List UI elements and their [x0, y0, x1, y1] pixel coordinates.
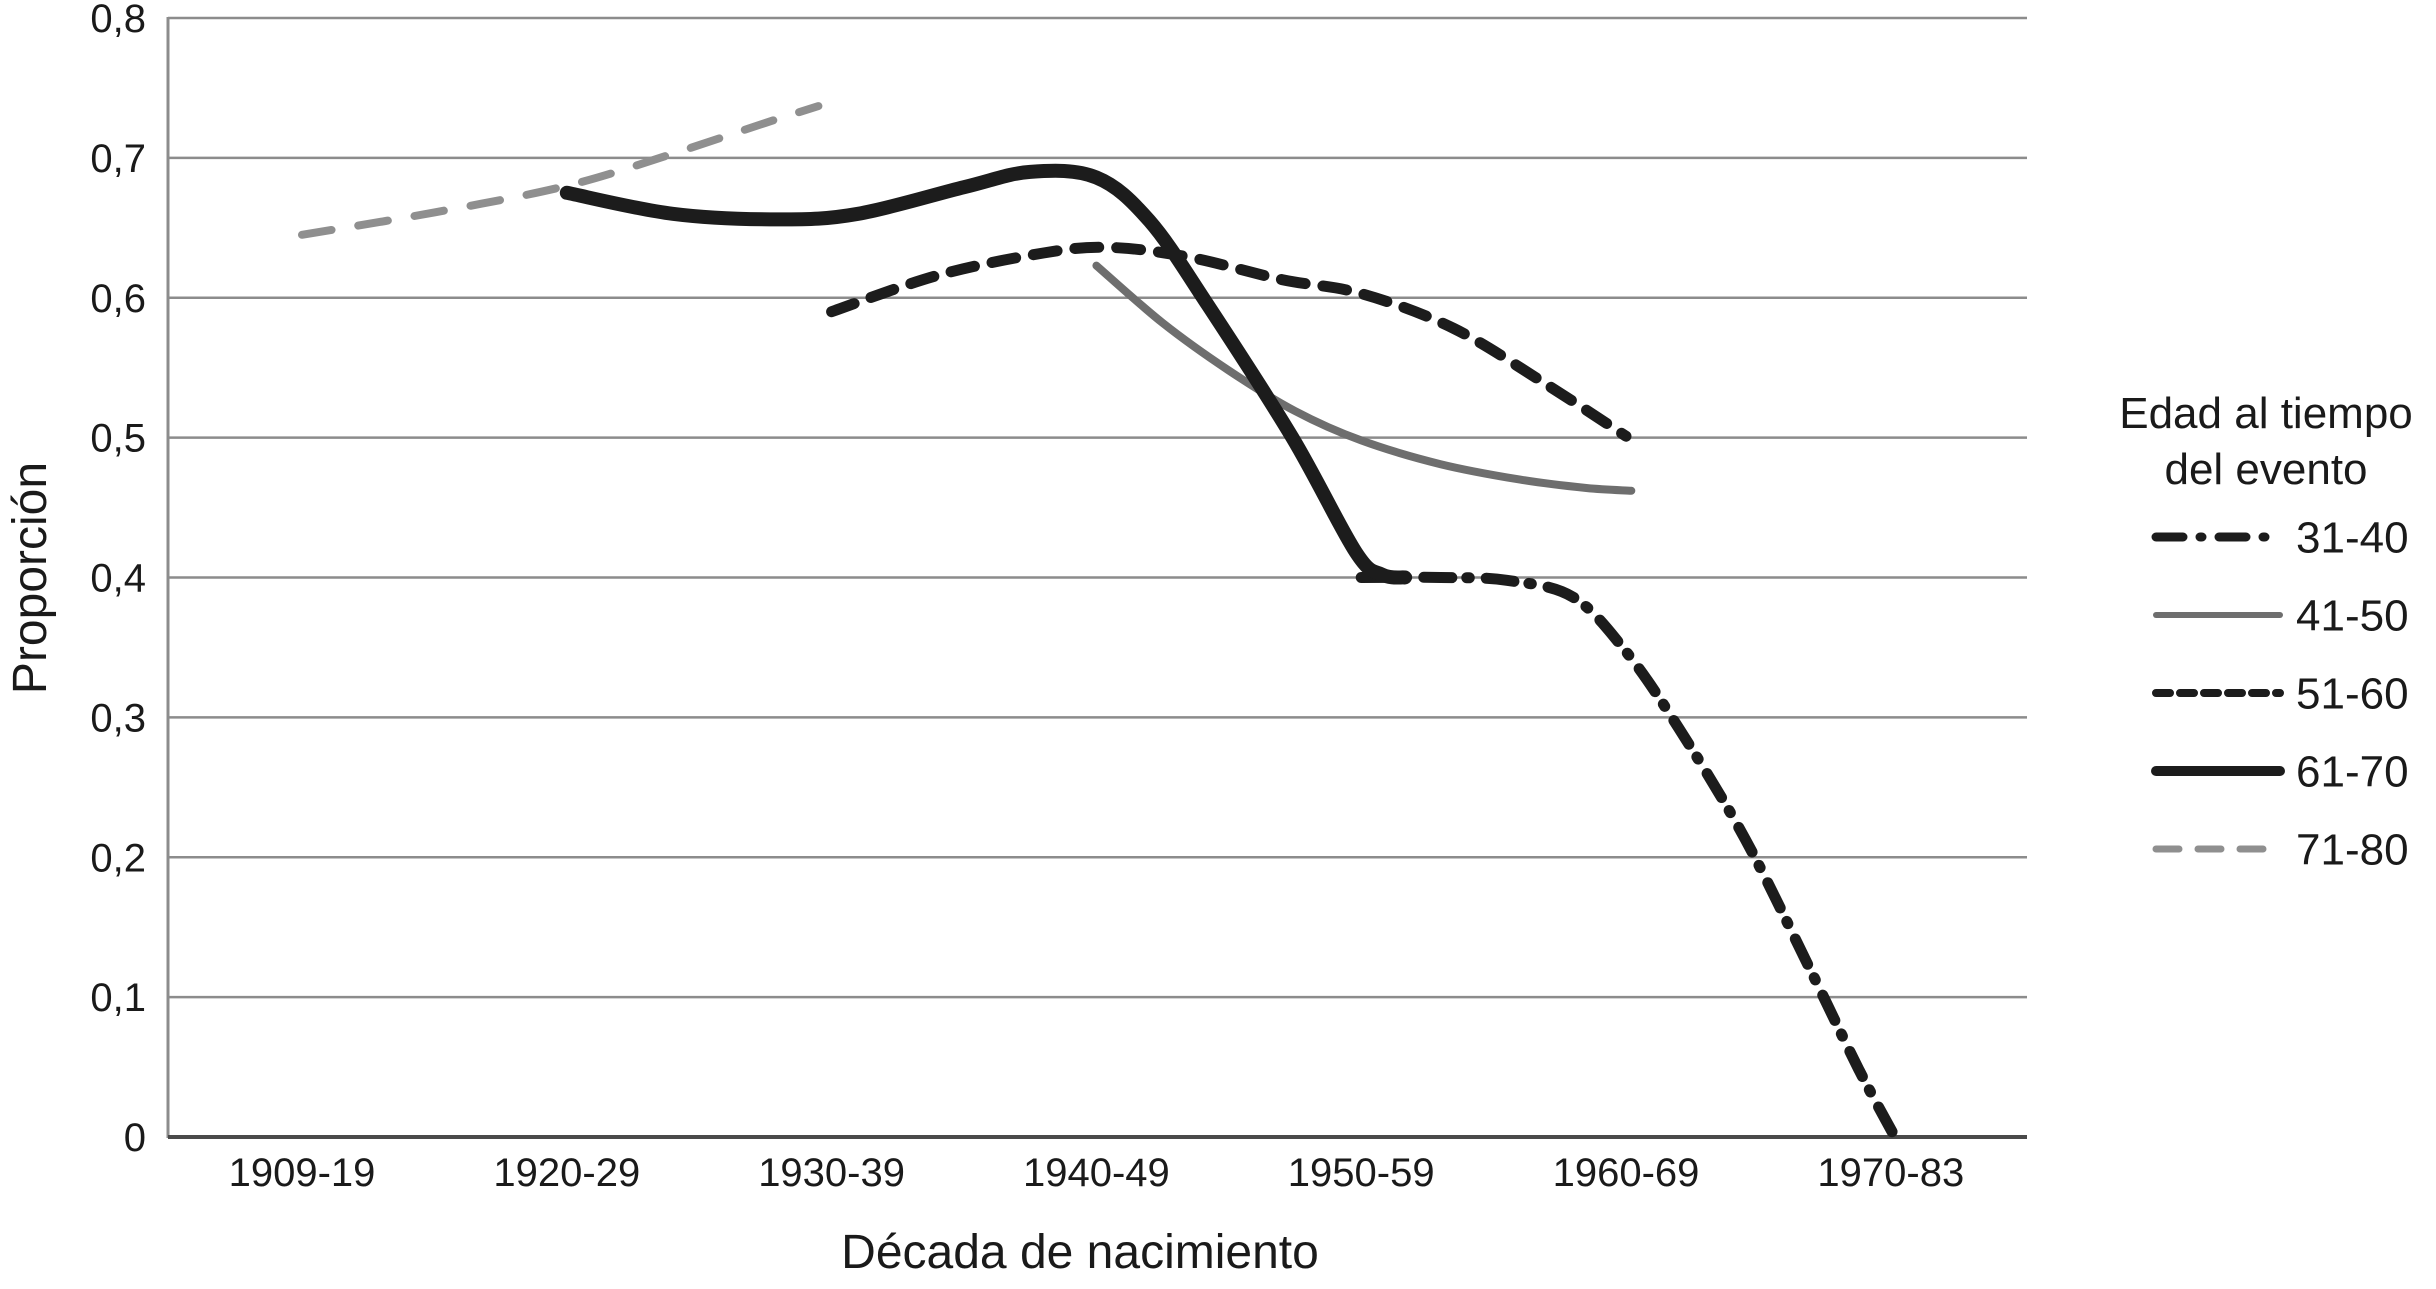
x-axis-title: Década de nacimiento: [841, 1226, 1319, 1279]
y-tick-label: 0,1: [90, 976, 146, 1020]
series-lines: [298, 102, 1899, 1140]
y-tick-label: 0,7: [90, 137, 146, 181]
axes: [166, 17, 2027, 1139]
legend-item: 71-80: [2152, 825, 2409, 874]
y-tick-label: 0,2: [90, 836, 146, 880]
legend: Edad al tiempo del evento 31-40 41-50 51-6…: [2119, 389, 2413, 874]
series-line-71-80: [298, 102, 823, 239]
y-tick-label: 0,3: [90, 696, 146, 740]
x-tick-label: 1920-29: [493, 1151, 640, 1195]
legend-label-71-80: 71-80: [2296, 825, 2409, 874]
y-tick-label: 0,6: [90, 277, 146, 321]
series-line-41-50: [1092, 261, 1636, 495]
series-line-61-70: [559, 163, 1412, 585]
legend-item: 51-60: [2152, 669, 2409, 718]
y-tick-label: 0,4: [90, 557, 146, 601]
y-axis-title: Proporción: [4, 462, 57, 694]
x-tick-label: 1930-39: [758, 1151, 905, 1195]
x-tick-label: 1970-83: [1817, 1151, 1964, 1195]
x-tick-label: 1909-19: [229, 1151, 376, 1195]
legend-title-line2: del evento: [2164, 445, 2367, 494]
legend-label-41-50: 41-50: [2296, 591, 2409, 640]
legend-label-61-70: 61-70: [2296, 747, 2409, 796]
legend-item: 31-40: [2151, 513, 2409, 562]
x-tick-label: 1950-59: [1288, 1151, 1435, 1195]
legend-label-31-40: 31-40: [2296, 513, 2409, 562]
legend-title-line1: Edad al tiempo: [2119, 389, 2413, 438]
y-tick-label: 0,8: [90, 0, 146, 41]
gridlines: [168, 16, 2027, 999]
legend-item: 61-70: [2151, 747, 2409, 796]
y-axis-tick-labels: 0 0,1 0,2 0,3 0,4 0,5 0,6 0,7 0,8: [90, 0, 146, 1160]
y-tick-label: 0,5: [90, 417, 146, 461]
x-tick-label: 1960-69: [1553, 1151, 1700, 1195]
legend-item: 41-50: [2153, 591, 2409, 640]
x-axis-tick-labels: 1909-19 1920-29 1930-39 1940-49 1950-59 1960-…: [229, 1151, 1965, 1195]
x-tick-label: 1940-49: [1023, 1151, 1170, 1195]
legend-label-51-60: 51-60: [2296, 669, 2409, 718]
series-line-51-60: [826, 241, 1632, 442]
y-tick-label: 0: [124, 1116, 146, 1160]
series-line-31-40: [1355, 571, 1899, 1140]
